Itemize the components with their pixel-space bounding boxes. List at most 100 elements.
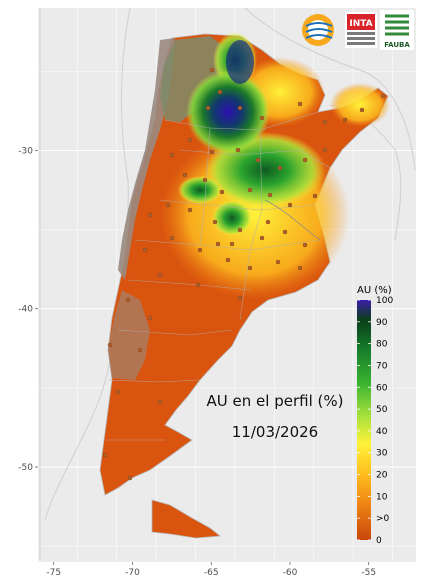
station-dot <box>187 207 193 213</box>
east-transition <box>330 83 390 127</box>
station-dot <box>259 235 265 241</box>
station-dot <box>127 475 133 481</box>
station-dot <box>125 297 131 303</box>
station-dot <box>342 117 348 123</box>
x-tick-label: -75 <box>46 568 61 578</box>
station-dot <box>247 187 253 193</box>
legend-label: 60 <box>376 383 388 393</box>
legend-label: 40 <box>376 427 388 437</box>
station-dot <box>267 192 273 198</box>
logos: INTA FAUBA <box>302 10 414 50</box>
humid-zone-west <box>178 176 222 204</box>
station-dot <box>142 247 148 253</box>
station-dot <box>277 165 283 171</box>
station-dot <box>209 149 215 155</box>
y-tick-label: -50 <box>18 463 33 473</box>
station-dot <box>275 259 281 265</box>
station-dot <box>265 219 271 225</box>
legend-ticks: 100 90 80 70 60 50 40 30 20 10 >0 0 <box>357 296 393 546</box>
station-dot <box>209 67 215 73</box>
station-dot <box>165 202 171 208</box>
legend-label: 0 <box>376 536 382 546</box>
x-tick-label: -65 <box>204 568 219 578</box>
station-dot <box>147 315 153 321</box>
station-dot <box>302 242 308 248</box>
station-dot <box>237 227 243 233</box>
neighbor-borders <box>244 8 416 171</box>
station-dot <box>322 147 328 153</box>
station-dot <box>219 189 225 195</box>
station-dot <box>282 229 288 235</box>
station-dot <box>217 89 223 95</box>
y-tick-label: -30 <box>18 146 33 156</box>
x-tick-label: -70 <box>125 568 140 578</box>
legend: AU (%) 100 90 80 70 60 50 40 30 20 10 >0 0 <box>357 285 393 546</box>
humid-zone-south <box>212 200 252 236</box>
station-dot <box>169 235 175 241</box>
station-dot <box>297 101 303 107</box>
y-axis: -30 -40 -50 <box>18 146 38 473</box>
station-dot <box>297 265 303 271</box>
station-dot <box>247 265 253 271</box>
tierra-del-fuego <box>151 499 222 539</box>
station-dot <box>187 137 193 143</box>
legend-label: 30 <box>376 449 388 459</box>
legend-label: >0 <box>376 514 390 524</box>
x-tick-label: -55 <box>361 568 376 578</box>
station-dot <box>302 157 308 163</box>
river-line <box>264 199 321 241</box>
northwest-region <box>160 36 226 122</box>
andes-south <box>108 290 150 380</box>
station-dot <box>157 399 163 405</box>
station-dot <box>259 115 265 121</box>
station-dot <box>137 347 143 353</box>
legend-label: 20 <box>376 471 388 481</box>
station-dot <box>197 247 203 253</box>
province-borders <box>106 111 331 441</box>
map-title: AU en el perfil (%) <box>207 392 344 410</box>
legend-title: AU (%) <box>357 285 392 296</box>
legend-colorbar <box>357 300 371 540</box>
station-dot <box>169 152 175 158</box>
x-axis: -75 -70 -65 -60 -55 <box>46 562 376 578</box>
saturated-zone <box>186 70 270 154</box>
station-dot <box>157 272 163 278</box>
weather-stations <box>102 67 386 481</box>
station-dot <box>107 342 113 348</box>
legend-label: 70 <box>376 361 388 371</box>
station-dot <box>380 93 386 99</box>
x-tick-label: -60 <box>283 568 298 578</box>
station-dot <box>255 157 261 163</box>
station-dot <box>359 107 365 113</box>
station-dot <box>115 389 121 395</box>
station-dot <box>205 105 211 111</box>
station-dot <box>102 452 108 458</box>
station-dot <box>287 202 293 208</box>
map-date: 11/03/2026 <box>232 423 318 441</box>
fauba-logo: FAUBA <box>380 10 414 50</box>
inta-logo: INTA <box>345 12 377 48</box>
station-dot <box>212 219 218 225</box>
station-dot <box>237 295 243 301</box>
legend-label: 10 <box>376 492 388 502</box>
station-dot <box>182 172 188 178</box>
legend-label: 100 <box>376 296 393 306</box>
station-dot <box>215 241 221 247</box>
station-dot <box>195 282 201 288</box>
station-dot <box>229 241 235 247</box>
legend-label: 50 <box>376 405 388 415</box>
legend-label: 90 <box>376 318 388 328</box>
station-dot <box>225 257 231 263</box>
station-dot <box>202 177 208 183</box>
y-tick-label: -40 <box>18 305 33 315</box>
station-dot <box>237 105 243 111</box>
fauba-label: FAUBA <box>384 41 410 49</box>
station-dot <box>235 147 241 153</box>
station-dot <box>147 212 153 218</box>
saturated-zone-north <box>226 40 254 84</box>
legend-label: 80 <box>376 340 388 350</box>
smn-logo <box>302 14 334 46</box>
inta-label: INTA <box>349 19 372 29</box>
station-dot <box>322 119 328 125</box>
